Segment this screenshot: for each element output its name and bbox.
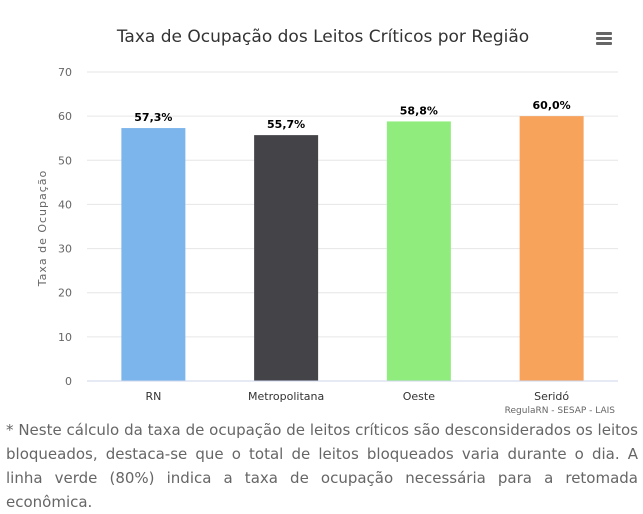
x-tick-label: Metropolitana bbox=[248, 390, 324, 403]
data-label: 57,3% bbox=[134, 111, 172, 124]
bars bbox=[121, 116, 584, 382]
data-labels: 57,3% 55,7% 58,8% 60,0% bbox=[134, 99, 570, 131]
y-tick-label: 50 bbox=[58, 154, 72, 167]
x-tick-label: Oeste bbox=[403, 390, 435, 403]
hamburger-menu-icon[interactable] bbox=[590, 26, 618, 52]
data-label: 58,8% bbox=[400, 104, 438, 117]
chart-credits[interactable]: RegulaRN - SESAP - LAIS bbox=[505, 406, 616, 416]
x-tick-label: Seridó bbox=[534, 390, 569, 403]
bar-serid[interactable] bbox=[519, 116, 584, 382]
y-tick-label: 20 bbox=[58, 287, 72, 300]
bar-chart: Taxa de Ocupação dos Leitos Críticos por… bbox=[36, 27, 618, 416]
y-tick-label: 40 bbox=[58, 198, 72, 211]
y-axis-title: Taxa de Ocupação bbox=[36, 170, 49, 288]
x-tick-label: RN bbox=[145, 390, 161, 403]
bar-oeste[interactable] bbox=[386, 121, 451, 381]
chart-container: Taxa de Ocupação dos Leitos Críticos por… bbox=[36, 26, 618, 416]
chart-title: Taxa de Ocupação dos Leitos Críticos por… bbox=[116, 27, 529, 47]
data-label: 60,0% bbox=[533, 99, 571, 112]
y-tick-label: 30 bbox=[58, 243, 72, 256]
y-tick-label: 70 bbox=[58, 66, 72, 79]
y-tick-label: 10 bbox=[58, 331, 72, 344]
bar-metropolitana[interactable] bbox=[254, 135, 319, 381]
y-axis-ticks: 0 10 20 30 40 50 60 70 bbox=[58, 66, 72, 388]
x-axis-ticks: RN Metropolitana Oeste Seridó bbox=[145, 390, 569, 403]
footnote-text: * Neste cálculo da taxa de ocupação de l… bbox=[6, 421, 638, 511]
y-tick-label: 60 bbox=[58, 110, 72, 123]
data-label: 55,7% bbox=[267, 118, 305, 131]
y-tick-label: 0 bbox=[65, 375, 72, 388]
bar-rn[interactable] bbox=[121, 128, 186, 381]
